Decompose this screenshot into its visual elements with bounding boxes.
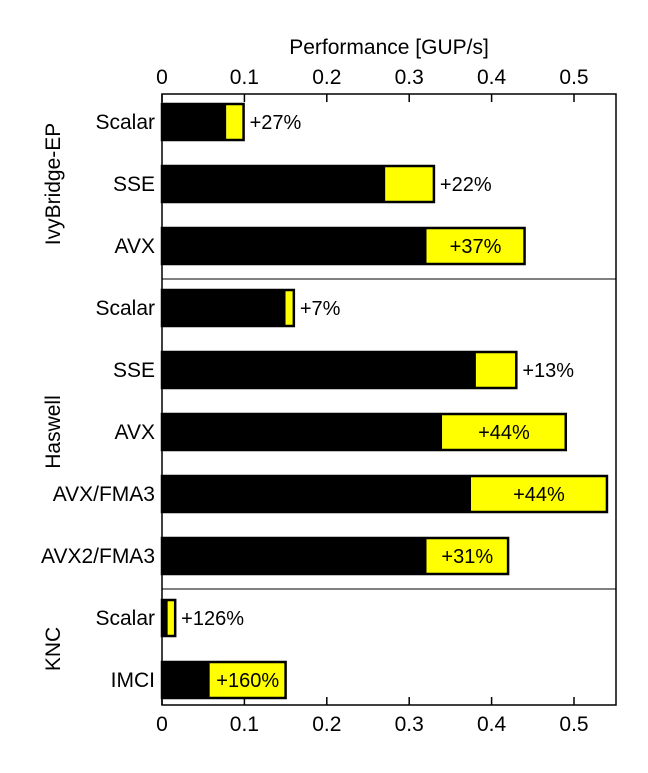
x-tick-label-bottom: 0.3 [395,713,424,736]
x-tick-label-top: 0 [156,66,168,89]
bar-annotation: +13% [522,360,574,382]
x-tick-label-bottom: 0.4 [477,713,507,736]
bar-annotation: +22% [440,174,492,196]
category-label: Scalar [95,607,155,630]
bar-base [162,600,168,636]
bar-base [162,414,443,450]
bar-annotation: +27% [250,112,302,134]
bar-improvement [471,476,607,512]
bar-base [162,476,471,512]
bar-improvement [475,352,517,388]
bar-improvement [209,662,286,698]
x-tick-label-top: 0.2 [312,66,341,89]
category-label: Scalar [95,297,155,320]
x-tick-label-top: 0.5 [559,66,588,89]
category-label: AVX/FMA3 [53,483,155,506]
x-tick-label-bottom: 0.1 [230,713,259,736]
x-tick-label-bottom: 0.2 [312,713,341,736]
category-label: Scalar [95,111,155,134]
bar-base [162,228,427,264]
group-labels: IvyBridge-EP Haswell KNC [42,123,65,671]
bottom-axis-ticks: 0 0.1 0.2 0.3 0.4 0.5 [156,697,589,736]
bar-base [162,352,476,388]
group-label: Haswell [42,395,65,469]
bar-base [162,662,210,698]
bar-annotation: +160% [216,670,279,692]
bar-improvement [167,600,176,636]
plot-frame [161,93,617,706]
x-tick-label-top: 0.3 [395,66,424,89]
bar-improvement [226,104,244,140]
bars: +27% +22% +37% +7% +13% +44% +44% +31% +126% +160… [160,102,609,700]
x-tick-label-bottom: 0.5 [559,713,588,736]
bar-improvement [285,290,294,326]
category-label: AVX2/FMA3 [41,545,155,568]
bar-annotation: +31% [441,546,493,568]
category-label: IMCI [111,669,155,692]
group-dividers [162,278,616,590]
category-label: SSE [113,359,155,382]
bar-annotation: +37% [450,236,502,258]
x-tick-label-bottom: 0 [156,713,168,736]
group-label: KNC [42,627,65,671]
category-label: AVX [115,421,155,444]
top-axis-ticks: 0 0.1 0.2 0.3 0.4 0.5 [156,66,589,102]
group-label: IvyBridge-EP [42,123,65,246]
bar-base [162,290,286,326]
bar-annotation: +44% [478,422,530,444]
bar-base [162,538,427,574]
x-tick-label-top: 0.1 [230,66,259,89]
bar-base [162,166,386,202]
bar-base [162,104,227,140]
axis-title: Performance [GUP/s] [289,36,489,59]
bar-improvement [426,538,509,574]
x-tick-label-top: 0.4 [477,66,507,89]
bar-improvement [385,166,434,202]
bar-annotation: +7% [300,298,341,320]
bar-annotation: +126% [181,608,244,630]
bar-improvement [442,414,566,450]
category-labels: Scalar SSE AVX Scalar SSE AVX AVX/FMA3 AVX2/FMA… [41,111,155,692]
category-label: AVX [115,235,155,258]
bar-improvement [426,228,525,264]
bar-annotation: +44% [513,484,565,506]
category-label: SSE [113,173,155,196]
